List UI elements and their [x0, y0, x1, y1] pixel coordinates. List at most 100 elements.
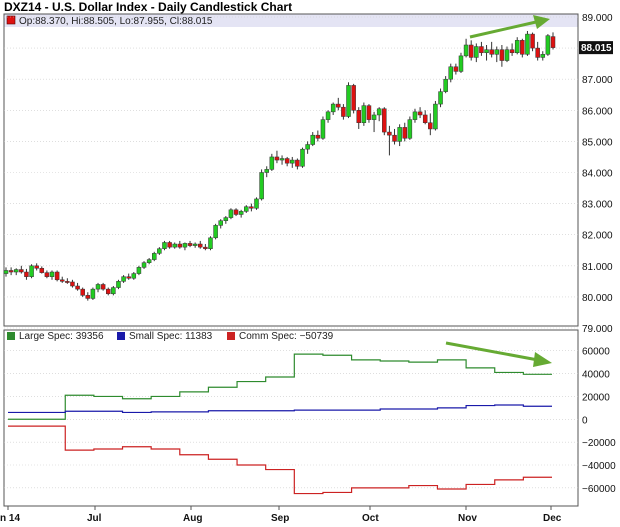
candle-body: [116, 281, 121, 288]
candle-body: [244, 206, 249, 212]
candle-body: [474, 46, 479, 58]
candle-body: [95, 284, 101, 290]
candle-body: [540, 54, 546, 58]
candle-body: [382, 108, 387, 133]
candle-body: [494, 49, 500, 55]
candle-body: [545, 35, 551, 55]
candle-body: [192, 243, 198, 246]
candle-body: [489, 49, 494, 55]
cot-panel-frame: [3, 329, 579, 507]
cot-y-tick: 40000: [582, 370, 610, 381]
cot-gridlines: [4, 350, 578, 489]
candle-body: [346, 85, 351, 117]
candle-body: [131, 273, 137, 279]
candle-body: [39, 268, 45, 273]
uptrend-arrow: [469, 15, 550, 39]
candle-body: [65, 281, 70, 283]
candle-body: [387, 131, 392, 136]
candle-body: [535, 47, 540, 58]
candle-body: [315, 134, 321, 139]
candle-body: [468, 44, 474, 58]
small-spec-legend: Small Spec: 11383: [129, 331, 213, 342]
large-spec-swatch: [7, 332, 15, 340]
price-y-tick: 81.000: [582, 262, 613, 273]
price-y-tick: 82.000: [582, 231, 613, 242]
candle-body: [484, 49, 489, 54]
candle-body: [371, 114, 377, 120]
candle-body: [259, 172, 264, 200]
candle-body: [499, 49, 505, 61]
candle-body: [458, 55, 464, 72]
month-label: Oct: [362, 513, 379, 524]
candle-body: [100, 284, 106, 290]
candle-body: [121, 276, 126, 282]
candle-body: [213, 225, 218, 239]
x-axis-months: n 14 Jul Aug Sep Oct Nov Dec: [0, 506, 562, 524]
candle-body: [249, 206, 254, 209]
candle-body: [105, 288, 111, 295]
candle-body: [530, 33, 535, 49]
candle-body: [453, 66, 459, 72]
downtrend-arrow: [445, 341, 552, 367]
ohlc-legend-swatch: [6, 15, 16, 25]
price-y-tick: 89.000: [582, 13, 613, 24]
small-spec-swatch: [117, 332, 125, 340]
candle-body: [233, 209, 239, 215]
month-label: Aug: [183, 513, 202, 524]
candle-body: [218, 220, 223, 226]
candle-body: [254, 198, 259, 209]
candle-body: [402, 127, 407, 139]
candle-body: [397, 127, 402, 142]
candle-body: [80, 288, 85, 296]
candle-body: [208, 237, 213, 249]
month-label: Jul: [87, 513, 102, 524]
cot-series-comm_spec: [8, 425, 552, 495]
price-y-tick: 84.000: [582, 169, 613, 180]
candle-body: [407, 119, 413, 139]
candle-body: [320, 119, 326, 139]
candle-body: [152, 253, 157, 260]
comm-spec-swatch: [227, 332, 235, 340]
candle-body: [336, 103, 341, 108]
candle-body: [70, 281, 75, 287]
candle-body: [29, 265, 34, 277]
candle-body: [509, 49, 515, 54]
candle-body: [341, 106, 346, 117]
candle-body: [90, 288, 96, 299]
price-y-tick: 85.000: [582, 137, 613, 148]
candle-body: [198, 243, 203, 248]
ohlc-legend: Op:88.370, Hi:88.505, Lo:87.955, Cl:88.0…: [19, 16, 213, 27]
candle-body: [157, 248, 162, 254]
candle-body: [44, 272, 50, 277]
cot-y-tick: −60000: [582, 484, 616, 495]
price-y-tick: 83.000: [582, 200, 613, 211]
candle-body: [361, 105, 367, 123]
candle-body: [422, 114, 428, 123]
candle-body: [520, 40, 525, 55]
month-label: Dec: [543, 513, 562, 524]
candle-body: [392, 134, 397, 142]
candle-body: [177, 243, 183, 248]
candle-body: [550, 36, 556, 48]
cot-y-tick: 60000: [582, 347, 610, 358]
candle-body: [24, 271, 29, 277]
candle-body: [463, 44, 469, 57]
candle-body: [203, 246, 208, 249]
candle-body: [264, 169, 269, 173]
price-y-tick: 87.000: [582, 75, 613, 86]
candle-body: [167, 242, 172, 248]
candle-body: [376, 108, 382, 116]
candle-body: [525, 33, 530, 55]
candle-body: [136, 267, 142, 274]
candle-body: [111, 287, 116, 295]
candle-body: [366, 105, 372, 120]
candle-body: [228, 209, 234, 218]
candle-body: [59, 279, 65, 282]
candle-body: [13, 269, 19, 273]
cot-y-axis: 60000 40000 20000 0 −20000 −40000 −60000: [582, 347, 616, 495]
candle-body: [269, 156, 275, 170]
candle-body: [141, 262, 147, 268]
price-candles: [3, 30, 556, 301]
candle-body: [34, 265, 39, 269]
